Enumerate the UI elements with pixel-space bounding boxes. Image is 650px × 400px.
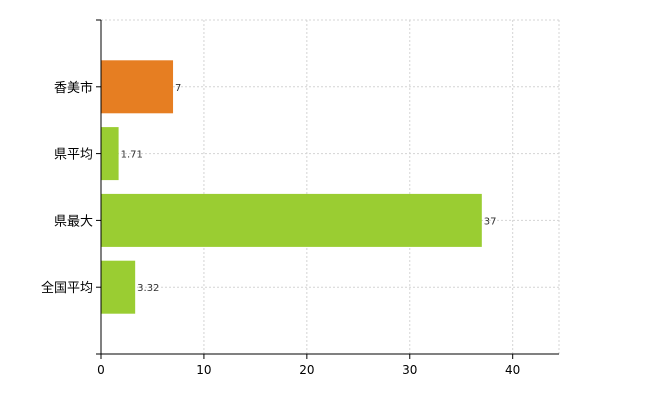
- x-tick-label-2: 20: [299, 363, 314, 377]
- x-tick-label-3: 30: [402, 363, 417, 377]
- category-label-3: 全国平均: [41, 280, 93, 296]
- x-tick-label-1: 10: [196, 363, 211, 377]
- bar-3: [101, 260, 136, 314]
- data-label-0: 7: [175, 83, 181, 94]
- data-label-2: 37: [484, 216, 497, 227]
- x-tick-label-0: 0: [97, 363, 105, 377]
- data-label-3: 3.32: [137, 283, 159, 294]
- category-label-0: 香美市: [54, 80, 93, 96]
- data-label-1: 1.71: [121, 150, 143, 161]
- category-label-1: 県平均: [54, 148, 93, 163]
- bar-1: [101, 127, 119, 181]
- x-tick-label-4: 40: [505, 363, 520, 377]
- bar-2: [101, 193, 482, 247]
- data-labels: 7 1.71 37 3.32: [121, 83, 497, 294]
- bar-0: [101, 60, 174, 114]
- bars: [101, 60, 482, 314]
- category-label-2: 県最大: [54, 214, 93, 229]
